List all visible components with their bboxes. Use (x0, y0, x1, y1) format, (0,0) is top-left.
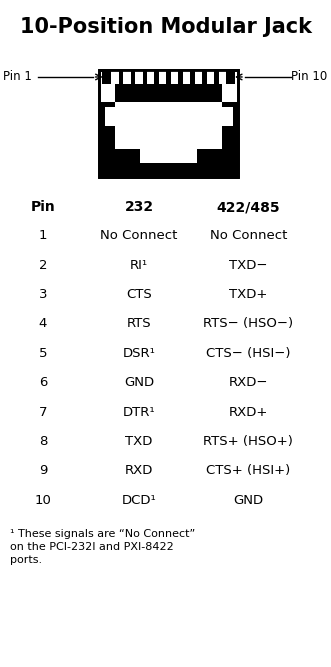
Text: 10-Position Modular Jack: 10-Position Modular Jack (20, 17, 311, 37)
Text: RTS: RTS (127, 317, 151, 330)
Text: RTS− (HSO−): RTS− (HSO−) (203, 317, 293, 330)
Text: RXD+: RXD+ (229, 406, 268, 418)
Text: No Connect: No Connect (100, 229, 178, 242)
Text: 7: 7 (39, 406, 47, 418)
Bar (171, 70, 178, 84)
Bar (99, 70, 238, 177)
Bar (135, 70, 143, 84)
Bar (147, 70, 155, 84)
Bar (222, 102, 238, 177)
Bar (222, 107, 233, 125)
Bar (159, 70, 166, 84)
Bar (123, 70, 130, 84)
Bar (99, 102, 115, 177)
Text: Pin: Pin (31, 200, 55, 214)
Bar (183, 70, 190, 84)
Text: 5: 5 (39, 347, 47, 360)
Text: CTS− (HSI−): CTS− (HSI−) (206, 347, 291, 360)
Text: 1: 1 (39, 229, 47, 242)
Bar (115, 83, 222, 103)
Text: DCD¹: DCD¹ (122, 494, 156, 506)
Bar (99, 70, 238, 177)
Text: No Connect: No Connect (210, 229, 287, 242)
Text: Pin 1: Pin 1 (3, 71, 32, 83)
Text: 4: 4 (39, 317, 47, 330)
Text: DSR¹: DSR¹ (122, 347, 156, 360)
Bar (129, 163, 209, 177)
Text: 3: 3 (39, 288, 47, 301)
Text: 8: 8 (39, 435, 47, 448)
Text: Pin 10: Pin 10 (291, 71, 328, 83)
Text: 232: 232 (124, 200, 154, 214)
Bar (105, 107, 115, 125)
Text: DTR¹: DTR¹ (123, 406, 155, 418)
Bar (129, 149, 140, 163)
Text: GND: GND (233, 494, 263, 506)
Text: TXD−: TXD− (229, 259, 267, 271)
Bar (219, 70, 226, 84)
Text: RXD−: RXD− (228, 376, 268, 389)
Text: RI¹: RI¹ (130, 259, 148, 271)
Text: ¹ These signals are “No Connect”
on the PCI-232I and PXI-8422
ports.: ¹ These signals are “No Connect” on the … (10, 529, 195, 565)
Text: RXD: RXD (125, 464, 153, 477)
Bar (209, 149, 222, 177)
Bar (197, 149, 209, 163)
Text: CTS: CTS (126, 288, 152, 301)
Text: RTS+ (HSO+): RTS+ (HSO+) (203, 435, 293, 448)
Text: 422/485: 422/485 (216, 200, 280, 214)
Text: CTS+ (HSI+): CTS+ (HSI+) (206, 464, 290, 477)
Text: TXD: TXD (125, 435, 153, 448)
Bar (112, 70, 118, 84)
Text: 6: 6 (39, 376, 47, 389)
Text: GND: GND (124, 376, 154, 389)
Text: 2: 2 (39, 259, 47, 271)
Bar (115, 149, 129, 177)
Text: 9: 9 (39, 464, 47, 477)
Bar (207, 70, 214, 84)
Bar (140, 119, 197, 149)
Text: TXD+: TXD+ (229, 288, 267, 301)
Bar (102, 70, 235, 84)
Text: 10: 10 (35, 494, 51, 506)
Bar (195, 70, 202, 84)
